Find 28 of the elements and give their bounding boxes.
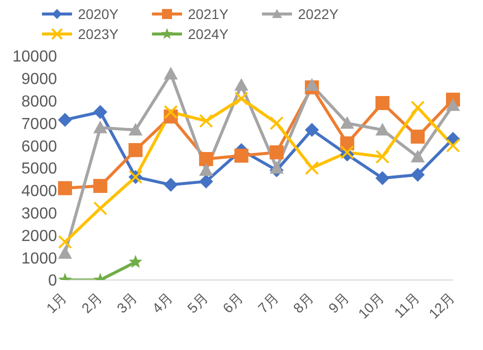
- y-tick-label: 9000: [21, 71, 58, 88]
- legend-label: 2023Y: [78, 26, 118, 42]
- legend-label: 2022Y: [298, 6, 338, 22]
- legend-label: 2021Y: [188, 6, 228, 22]
- y-tick-label: 4000: [21, 183, 58, 200]
- x-tick-label: 2月: [78, 289, 106, 316]
- x-tick-label: 4月: [148, 289, 176, 316]
- y-tick-label: 10000: [12, 48, 58, 66]
- x-tick-label: 11月: [390, 289, 422, 321]
- x-tick-label: 10月: [354, 289, 388, 322]
- y-tick-label: 5000: [21, 160, 58, 178]
- legend-label: 2020Y: [78, 6, 118, 22]
- y-tick-label: 0: [48, 272, 58, 290]
- y-tick-label: 7000: [21, 116, 58, 133]
- y-tick-label: 6000: [21, 138, 58, 156]
- x-tick-label: 7月: [254, 289, 282, 316]
- x-tick-label: 9月: [325, 289, 352, 316]
- x-tick-label: 5月: [184, 289, 211, 316]
- y-tick-label: 2000: [21, 228, 58, 245]
- x-tick-label: 12月: [426, 289, 458, 322]
- x-tick-label: 6月: [219, 289, 246, 316]
- x-tick-label: 3月: [114, 289, 140, 316]
- legend-label: 2024Y: [188, 26, 228, 42]
- y-tick-label: 3000: [21, 205, 58, 222]
- y-tick-label: 8000: [21, 93, 58, 110]
- y-tick-label: 1000: [21, 250, 58, 268]
- x-tick-label: 8月: [290, 289, 317, 316]
- x-tick-label: 1月: [43, 289, 70, 316]
